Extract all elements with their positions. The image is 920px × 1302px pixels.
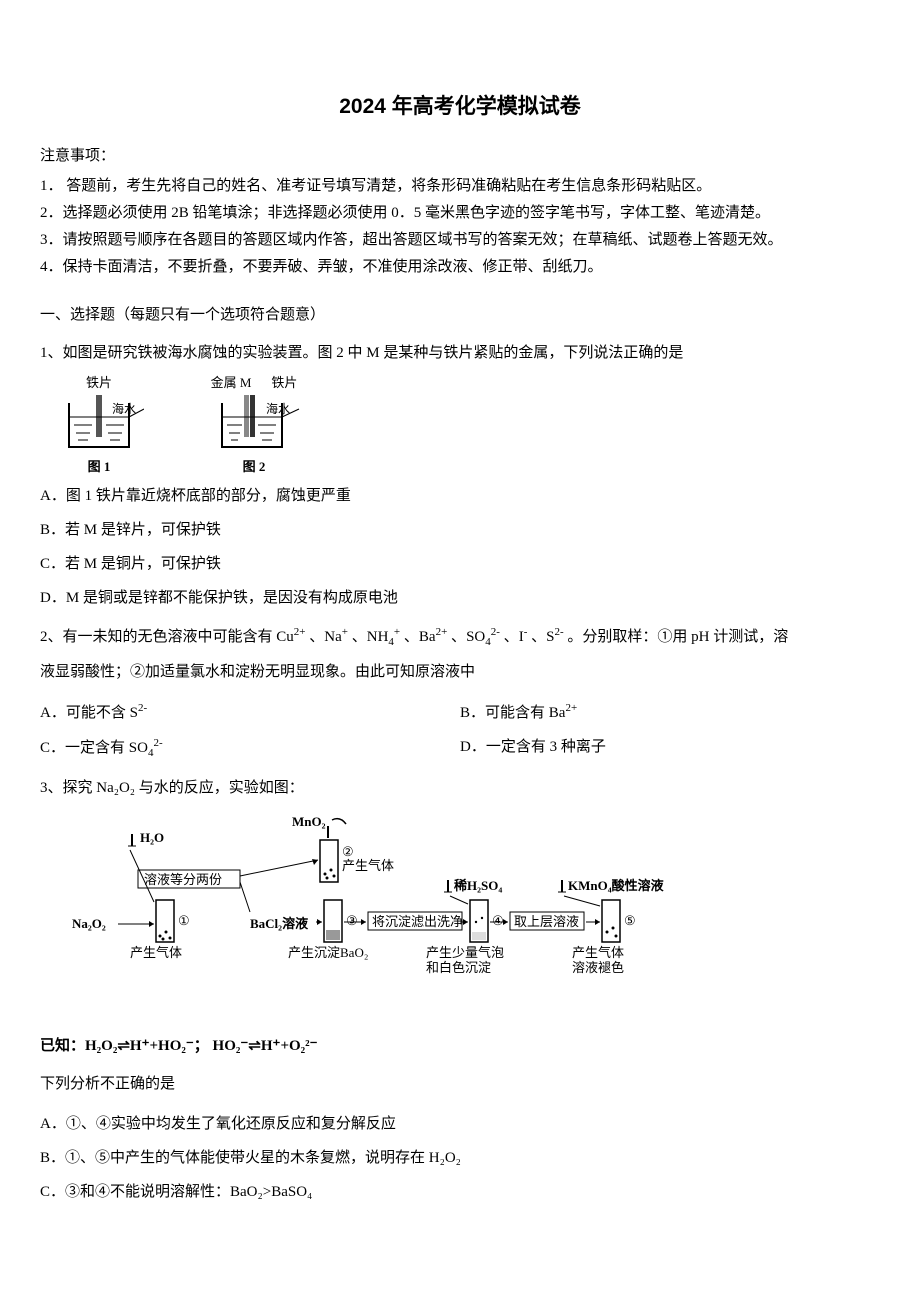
q2-text-2: 液显弱酸性；②加适量氯水和淀粉无明显现象。由此可知原溶液中 — [40, 660, 880, 684]
instruction-1: 1． 答题前，考生先将自己的姓名、准考证号填写清楚，将条形码准确粘贴在考生信息条… — [40, 174, 880, 198]
svg-text:⑤: ⑤ — [624, 913, 636, 928]
q3-flowchart: H₂O ① 产生气体 溶液等分两份 Na₂O₂ MnO₂ — [70, 812, 880, 1020]
q3-option-a: A．①、④实验中均发生了氧化还原反应和复分解反应 — [40, 1112, 880, 1136]
q1-option-c: C．若 M 是铜片，可保护铁 — [40, 552, 880, 576]
instruction-2: 2．选择题必须使用 2B 铅笔填涂；非选择题必须使用 0．5 毫米黑色字迹的签字… — [40, 201, 880, 225]
svg-text:MnO₂: MnO₂ — [292, 814, 326, 829]
q3-known-prefix: 已知： — [40, 1038, 85, 1054]
svg-text:产生气体: 产生气体 — [342, 858, 394, 873]
svg-text:和白色沉淀: 和白色沉淀 — [426, 960, 491, 975]
svg-text:溶液褪色: 溶液褪色 — [572, 960, 624, 975]
svg-text:H₂O: H₂O — [140, 830, 164, 845]
q1-option-a: A．图 1 铁片靠近烧杯底部的部分，腐蚀更严重 — [40, 484, 880, 508]
section-1-title: 一、选择题（每题只有一个选项符合题意） — [40, 303, 880, 327]
q1-option-d: D．M 是铜或是锌都不能保护铁，是因没有构成原电池 — [40, 586, 880, 610]
svg-text:BaCl₂溶液: BaCl₂溶液 — [250, 916, 308, 931]
svg-text:溶液等分两份: 溶液等分两份 — [144, 872, 222, 887]
q2-middle: 。分别取样：①用 pH 计测试，溶 — [564, 629, 789, 645]
q2-prefix: 2、有一未知的无色溶液中可能含有 — [40, 629, 276, 645]
instruction-4: 4．保持卡面清洁，不要折叠，不要弄破、弄皱，不准使用涂改液、修正带、刮纸刀。 — [40, 255, 880, 279]
flowchart-svg: H₂O ① 产生气体 溶液等分两份 Na₂O₂ MnO₂ — [70, 812, 670, 1012]
svg-text:③: ③ — [346, 913, 358, 928]
beaker2-top-left-label: 金属 M — [211, 373, 252, 394]
svg-text:产生气体: 产生气体 — [130, 945, 182, 960]
q2-option-a: A．可能不含 S2- — [40, 700, 460, 725]
beaker-1-svg: 海水 — [54, 395, 144, 455]
svg-text:产生少量气泡: 产生少量气泡 — [426, 945, 504, 960]
svg-text:产生沉淀BaO₂: 产生沉淀BaO₂ — [288, 945, 368, 960]
q2-option-b: B．可能含有 Ba2+ — [460, 700, 880, 725]
svg-text:④: ④ — [492, 913, 504, 928]
beaker2-bottom-label: 图 2 — [243, 457, 266, 478]
svg-text:Na₂O₂: Na₂O₂ — [72, 916, 106, 931]
beaker1-bottom-label: 图 1 — [88, 457, 111, 478]
q2-option-c: C．一定含有 SO42- — [40, 735, 460, 763]
question-1: 1、如图是研究铁被海水腐蚀的实验装置。图 2 中 M 是某种与铁片紧贴的金属，下… — [40, 341, 880, 611]
q3-known: 已知：H₂O₂⇌H⁺+HO₂⁻； HO₂⁻⇌H⁺+O₂²⁻ — [40, 1034, 880, 1058]
svg-text:产生气体: 产生气体 — [572, 945, 624, 960]
q3-option-b: B．①、⑤中产生的气体能使带火星的木条复燃，说明存在 H₂O₂ — [40, 1146, 880, 1170]
instructions-header: 注意事项： — [40, 144, 880, 168]
beaker-2-svg: 海水 — [204, 395, 304, 455]
svg-text:海水: 海水 — [112, 401, 136, 416]
question-3: 3、探究 Na₂O₂ 与水的反应，实验如图： H₂O ① 产生气体 溶液等分两份… — [40, 776, 880, 1204]
svg-text:海水: 海水 — [266, 401, 290, 416]
q3-known-eq: H₂O₂⇌H⁺+HO₂⁻； HO₂⁻⇌H⁺+O₂²⁻ — [85, 1038, 318, 1054]
exam-title: 2024 年高考化学模拟试卷 — [40, 90, 880, 124]
svg-text:取上层溶液: 取上层溶液 — [514, 914, 579, 929]
q2-text: 2、有一未知的无色溶液中可能含有 Cu2+ 、Na+ 、NH4+ 、Ba2+ 、… — [40, 624, 880, 652]
svg-text:②: ② — [342, 844, 354, 859]
beaker1-top-label: 铁片 — [86, 373, 112, 394]
q1-option-b: B．若 M 是锌片，可保护铁 — [40, 518, 880, 542]
q3-analysis: 下列分析不正确的是 — [40, 1072, 880, 1096]
instruction-3: 3．请按照题号顺序在各题目的答题区域内作答，超出答题区域书写的答案无效；在草稿纸… — [40, 228, 880, 252]
question-2: 2、有一未知的无色溶液中可能含有 Cu2+ 、Na+ 、NH4+ 、Ba2+ 、… — [40, 624, 880, 762]
svg-text:稀H₂SO₄: 稀H₂SO₄ — [454, 878, 502, 893]
q3-text: 3、探究 Na₂O₂ 与水的反应，实验如图： — [40, 776, 880, 800]
q3-option-c: C．③和④不能说明溶解性：BaO₂>BaSO₄ — [40, 1180, 880, 1204]
beaker2-top-right-label: 铁片 — [271, 373, 297, 394]
beaker-1: 铁片 海水 图 1 — [54, 373, 144, 479]
beaker-2: 金属 M 铁片 海水 图 2 — [204, 373, 304, 479]
svg-text:将沉淀滤出洗净: 将沉淀滤出洗净 — [372, 914, 463, 929]
q2-option-d: D．一定含有 3 种离子 — [460, 735, 880, 763]
q1-figure: 铁片 海水 图 1 金属 M 铁片 — [54, 373, 880, 479]
svg-text:①: ① — [178, 913, 190, 928]
svg-text:KMnO₄酸性溶液: KMnO₄酸性溶液 — [568, 878, 664, 893]
q1-text: 1、如图是研究铁被海水腐蚀的实验装置。图 2 中 M 是某种与铁片紧贴的金属，下… — [40, 341, 880, 365]
